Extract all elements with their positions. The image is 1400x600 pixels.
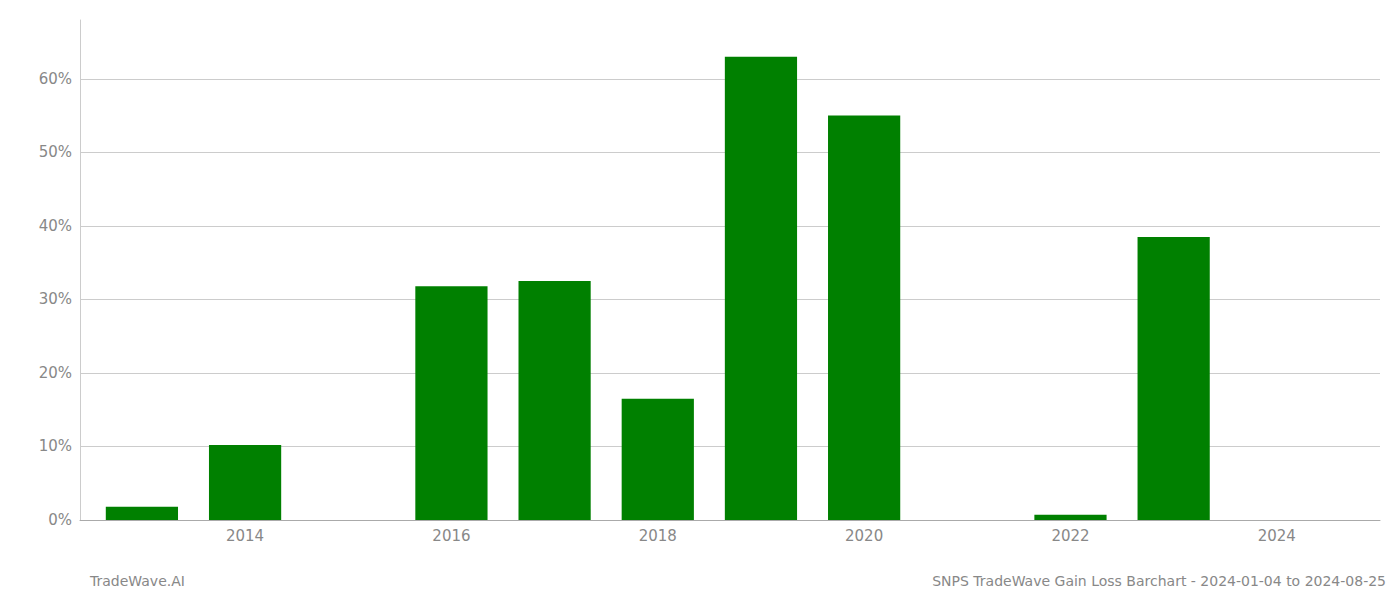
svg-text:50%: 50%	[39, 143, 72, 161]
svg-text:60%: 60%	[39, 70, 72, 88]
svg-text:20%: 20%	[39, 364, 72, 382]
svg-text:2022: 2022	[1051, 527, 1089, 545]
svg-text:2016: 2016	[432, 527, 470, 545]
svg-text:10%: 10%	[39, 437, 72, 455]
svg-text:40%: 40%	[39, 217, 72, 235]
svg-text:2024: 2024	[1258, 527, 1296, 545]
svg-text:30%: 30%	[39, 290, 72, 308]
svg-text:2018: 2018	[639, 527, 677, 545]
svg-text:0%: 0%	[48, 511, 72, 529]
svg-text:SNPS TradeWave Gain Loss Barch: SNPS TradeWave Gain Loss Barchart - 2024…	[932, 573, 1386, 589]
svg-text:2014: 2014	[226, 527, 264, 545]
svg-text:2020: 2020	[845, 527, 883, 545]
svg-text:TradeWave.AI: TradeWave.AI	[89, 573, 185, 589]
